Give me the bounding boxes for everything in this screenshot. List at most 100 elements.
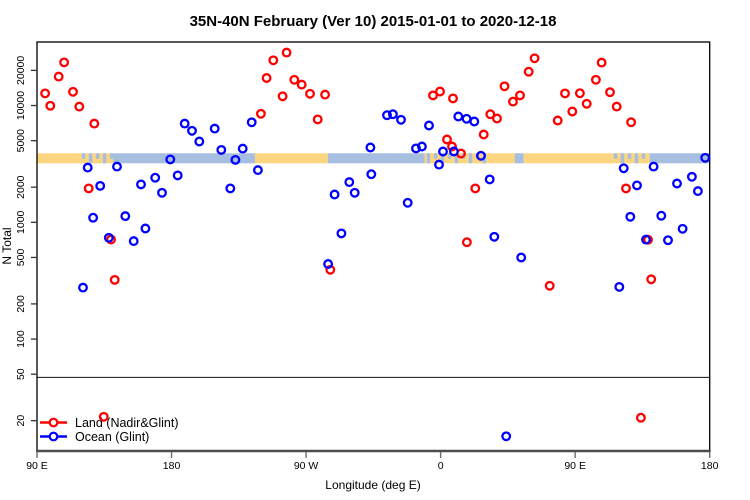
land-data-point	[515, 90, 525, 101]
ocean-data-point	[453, 111, 464, 122]
strip-mix-speckle	[627, 153, 632, 159]
ocean-data-point	[136, 179, 146, 190]
land-data-point	[560, 88, 570, 99]
land-data-point	[621, 183, 631, 194]
strip-mix-speckle	[433, 153, 438, 159]
land-ocean-strip	[37, 153, 710, 164]
ocean-data-point	[252, 165, 263, 176]
land-data-point	[268, 55, 279, 66]
x-tick-label: 180	[701, 460, 719, 472]
land-data-point	[255, 108, 266, 119]
strip-mix-speckle	[81, 153, 86, 159]
land-data-point	[435, 86, 445, 97]
land-data-point	[45, 100, 56, 111]
x-tick-label: 90 W	[294, 460, 319, 472]
y-tick-label: 100	[15, 330, 27, 348]
x-tick-label: 0	[438, 460, 444, 472]
strip-mix-speckle	[634, 153, 639, 164]
ocean-data-point	[88, 212, 99, 223]
ocean-data-point	[396, 114, 406, 125]
land-data-point	[574, 88, 585, 99]
land-data-point	[448, 93, 458, 104]
ocean-data-point	[614, 281, 625, 292]
land-data-point	[320, 89, 331, 100]
strip-mix-speckle	[426, 153, 431, 164]
ocean-data-point	[663, 235, 673, 246]
strip-segment-land	[486, 153, 515, 164]
ocean-data-point	[103, 232, 114, 243]
land-data-point	[312, 114, 323, 125]
land-data-point	[98, 411, 109, 422]
ocean-data-point	[209, 123, 220, 134]
land-data-point	[635, 412, 646, 423]
y-tick-label: 5000	[15, 129, 27, 153]
land-data-point	[59, 57, 70, 68]
ocean-data-point	[686, 171, 697, 182]
x-axis-title: Longitude (deg E)	[325, 478, 420, 492]
strip-segment-ocean	[327, 153, 425, 164]
ocean-data-point	[225, 183, 236, 194]
strip-segment-land	[523, 153, 612, 164]
ocean-data-point	[618, 163, 629, 174]
land-data-point	[646, 274, 657, 285]
ocean-data-point	[501, 431, 512, 442]
land-data-point	[74, 101, 85, 112]
ocean-data-point	[461, 113, 472, 124]
y-tick-label: 500	[15, 249, 27, 267]
land-data-point	[552, 115, 563, 126]
land-data-point	[109, 274, 120, 285]
data-points-layer	[40, 47, 711, 442]
ocean-data-point	[641, 234, 651, 245]
ocean-data-point	[416, 141, 427, 152]
land-data-point	[626, 117, 637, 128]
chart-title: 35N-40N February (Ver 10) 2015-01-01 to …	[190, 13, 557, 30]
land-data-point	[289, 74, 300, 85]
y-tick-label: 10000	[15, 91, 27, 120]
y-axis-title: N Total	[0, 227, 14, 264]
land-data-point	[53, 71, 64, 82]
land-data-point	[508, 96, 518, 107]
land-data-point	[485, 109, 496, 120]
y-tick-label: 20	[15, 415, 27, 427]
strip-mix-speckle	[454, 153, 459, 164]
ocean-data-point	[648, 161, 659, 172]
ocean-data-point	[516, 252, 527, 263]
land-data-point	[544, 280, 555, 291]
ocean-data-point	[237, 143, 248, 154]
strip-mix-speckle	[641, 153, 646, 159]
ocean-data-point	[230, 154, 241, 165]
ocean-data-point	[336, 228, 347, 239]
legend-symbols	[40, 417, 67, 442]
land-data-point	[499, 81, 510, 92]
x-tick-label: 90 E	[564, 460, 586, 472]
legend-label-ocean: Ocean (Glint)	[75, 430, 149, 444]
strip-mix-speckle	[620, 153, 625, 164]
strip-segment-ocean	[514, 153, 524, 164]
land-data-point	[296, 79, 307, 90]
ocean-data-point	[323, 259, 334, 269]
strip-mix-speckle	[440, 153, 445, 164]
strip-segment-land	[37, 153, 80, 164]
x-tick-label: 90 E	[26, 460, 48, 472]
land-data-point	[523, 66, 534, 77]
ocean-data-point	[366, 169, 377, 180]
land-data-point	[428, 90, 438, 101]
land-data-point	[277, 91, 288, 102]
strip-mix-speckle	[102, 153, 107, 164]
land-data-point	[590, 74, 601, 85]
land-data-point	[89, 118, 100, 129]
ocean-data-point	[632, 180, 642, 191]
strip-mix-speckle	[88, 153, 93, 164]
land-data-point	[461, 237, 472, 248]
legend-label-land: Land (Nadir&Glint)	[75, 416, 179, 430]
ocean-data-point	[677, 223, 688, 234]
ocean-data-point	[179, 118, 190, 129]
y-tick-label: 1000	[15, 210, 27, 234]
land-data-point	[68, 86, 78, 97]
land-data-point	[442, 134, 452, 145]
ocean-data-point	[349, 187, 360, 198]
ocean-data-point	[194, 136, 205, 147]
y-tick-label: 200	[15, 295, 27, 313]
ocean-data-point	[484, 174, 495, 185]
